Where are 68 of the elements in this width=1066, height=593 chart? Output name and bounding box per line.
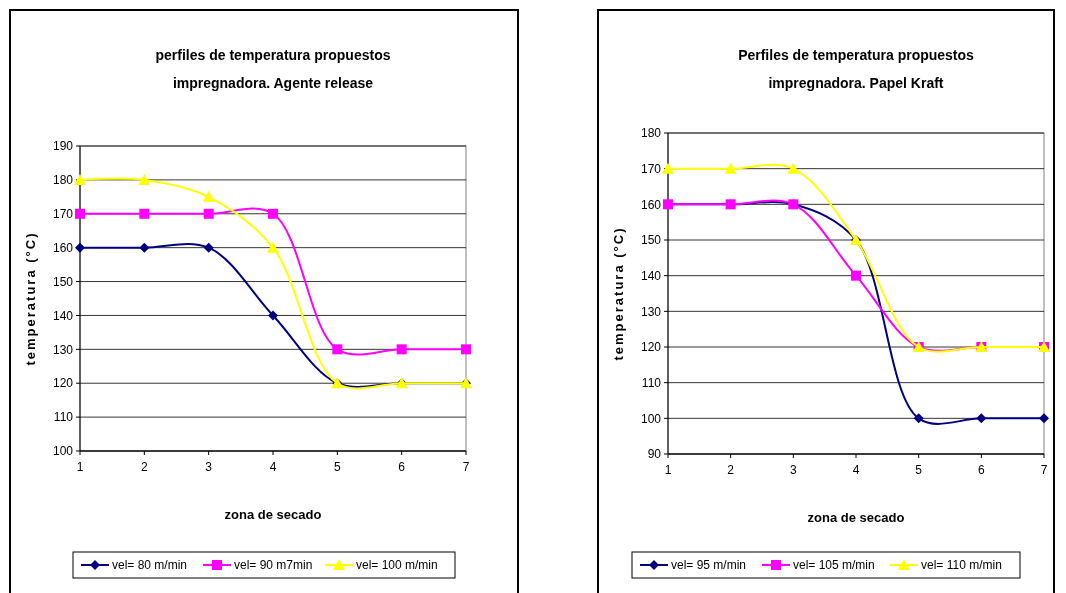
y-tick-label: 170 <box>52 206 74 221</box>
point <box>75 242 85 253</box>
point <box>787 162 800 174</box>
point <box>1039 413 1049 424</box>
chart-title: perfiles de temperatura propuestos impregnadora. Agente release <box>155 47 391 91</box>
point <box>724 162 737 174</box>
point <box>461 344 471 355</box>
y-tick-label: 160 <box>640 197 662 212</box>
legend-label: vel= 90 m7min <box>234 558 313 573</box>
y-tick-label: 100 <box>640 411 662 426</box>
y-tick-label: 120 <box>640 340 662 355</box>
y-tick-label: 110 <box>641 375 662 390</box>
x-tick-label: 4 <box>852 463 860 477</box>
y-axis-title: temperatura (°C) <box>23 231 38 366</box>
x-tick-label: 3 <box>789 463 797 477</box>
y-tick-label: 150 <box>52 274 74 289</box>
legend-label: vel= 95 m/min <box>671 558 747 573</box>
y-tick-label: 130 <box>640 304 662 319</box>
chart-title: Perfiles de temperatura propuestos impregnadora. Papel Kraft <box>738 47 975 91</box>
point <box>139 242 150 253</box>
y-tick-label: 180 <box>640 126 662 141</box>
y-tick-label: 100 <box>52 444 74 459</box>
point <box>976 413 987 424</box>
legend-label: vel= 100 m/min <box>356 558 438 573</box>
y-tick-label: 140 <box>640 268 662 283</box>
y-tick-label: 160 <box>52 240 74 255</box>
legend-label: vel= 110 m/min <box>921 558 1002 573</box>
point <box>332 344 343 355</box>
legend-label: vel= 80 m/min <box>112 558 188 573</box>
point <box>74 173 86 185</box>
x-tick-label: 6 <box>977 463 985 477</box>
y-tick-label: 150 <box>640 233 662 248</box>
point <box>138 173 151 185</box>
x-tick-label: 3 <box>205 460 213 474</box>
y-tick-label: 170 <box>640 161 662 176</box>
y-tick-label: 120 <box>52 376 74 391</box>
point <box>139 208 150 219</box>
y-tick-label: 130 <box>52 342 74 357</box>
y-tick-label: 140 <box>52 308 74 323</box>
point <box>913 413 924 424</box>
x-tick-label: 2 <box>140 460 148 474</box>
x-tick-label: 1 <box>664 463 672 477</box>
point <box>396 344 407 355</box>
x-tick-label: 6 <box>398 460 406 474</box>
point <box>851 270 861 281</box>
x-tick-label: 1 <box>76 460 84 474</box>
x-tick-label: 5 <box>915 463 923 477</box>
x-tick-label: 7 <box>462 460 470 474</box>
point <box>267 241 279 253</box>
x-tick-label: 5 <box>333 460 341 474</box>
point <box>268 310 278 321</box>
legend-label: vel= 105 m/min <box>793 558 875 573</box>
point <box>202 190 215 202</box>
point <box>268 208 278 219</box>
point <box>75 208 85 219</box>
x-axis-title: zona de secado <box>807 510 905 525</box>
point <box>203 208 214 219</box>
point <box>662 162 674 174</box>
y-axis-title: temperatura (°C) <box>611 226 626 361</box>
x-tick-label: 4 <box>269 460 277 474</box>
y-tick-label: 90 <box>647 447 662 462</box>
x-tick-label: 7 <box>1040 463 1048 477</box>
y-tick-label: 190 <box>52 139 74 154</box>
x-axis-title: zona de secado <box>224 507 322 522</box>
x-tick-label: 2 <box>727 463 735 477</box>
point <box>203 242 214 253</box>
y-tick-label: 180 <box>52 173 74 188</box>
y-tick-label: 110 <box>53 410 74 425</box>
